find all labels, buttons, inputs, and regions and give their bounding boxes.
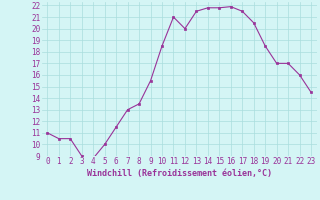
X-axis label: Windchill (Refroidissement éolien,°C): Windchill (Refroidissement éolien,°C): [87, 169, 272, 178]
